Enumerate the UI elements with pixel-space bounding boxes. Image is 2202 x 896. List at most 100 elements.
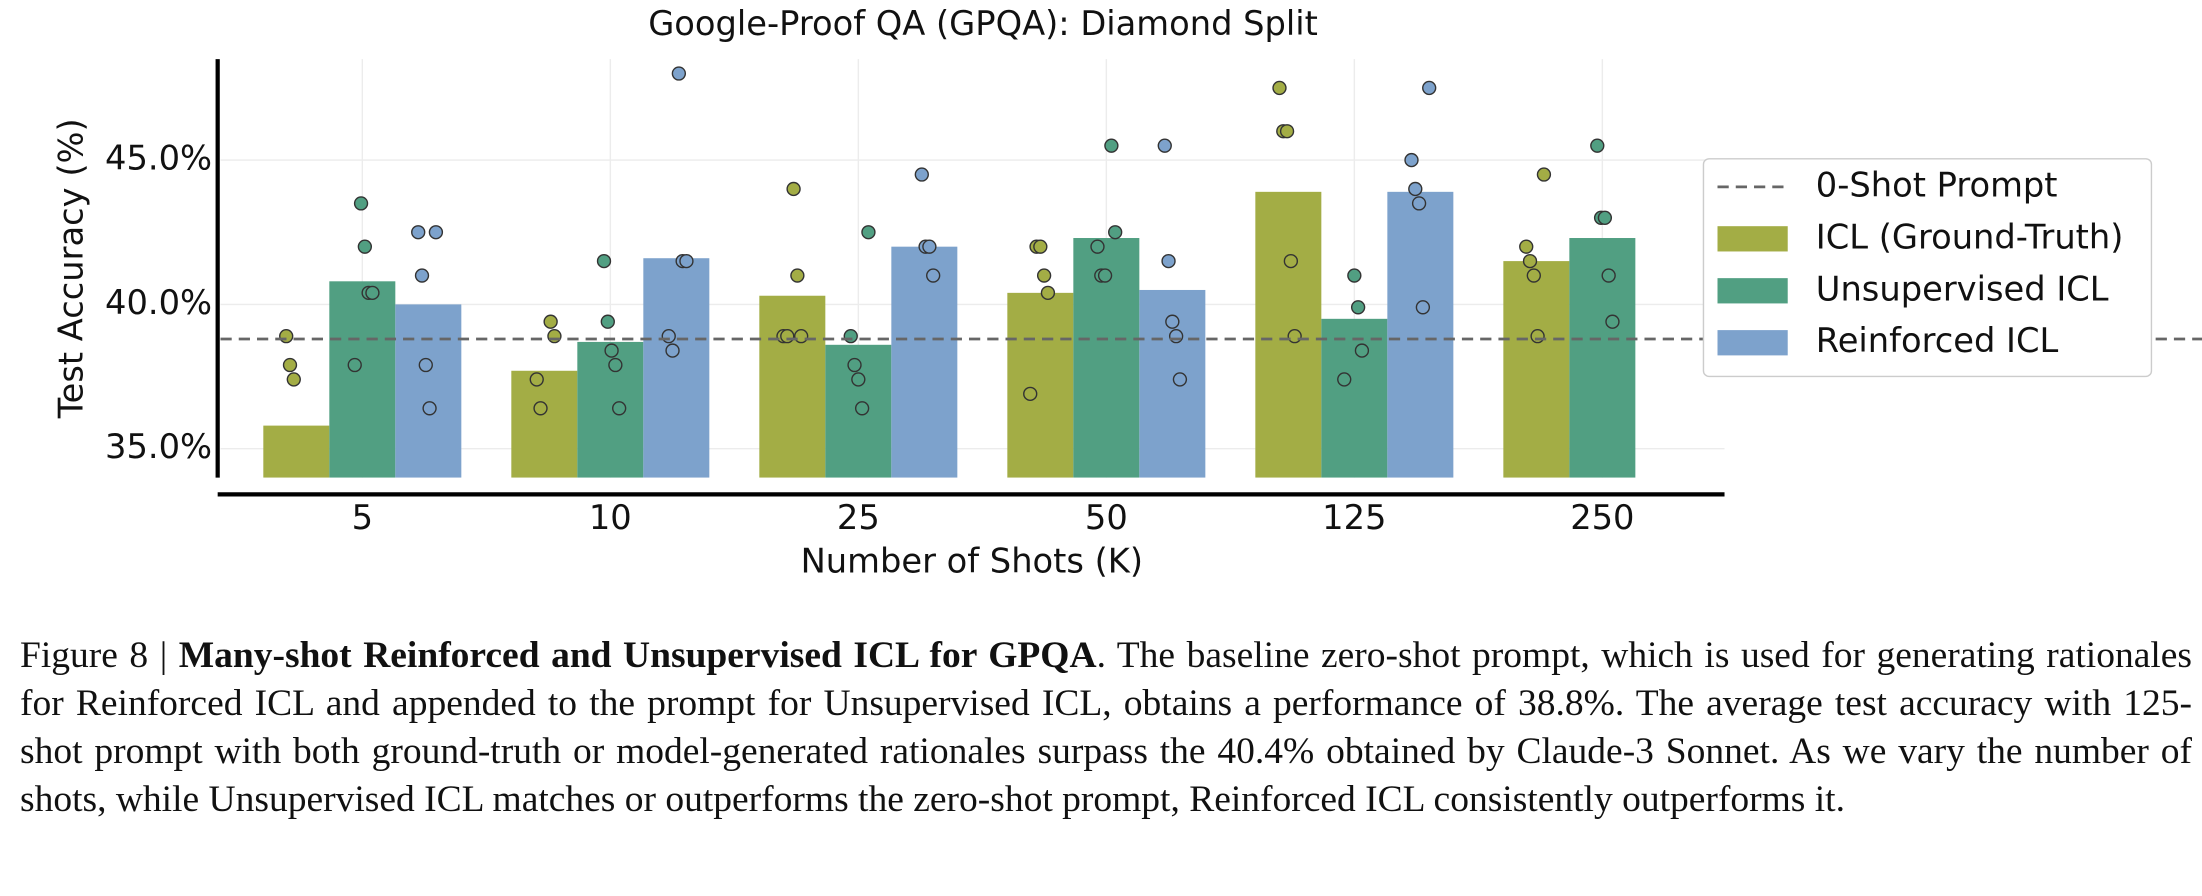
run-point bbox=[1404, 152, 1419, 168]
run-point bbox=[357, 239, 373, 254]
run-point bbox=[847, 357, 862, 373]
run-point bbox=[1411, 196, 1427, 211]
run-point bbox=[1597, 210, 1613, 225]
run-point bbox=[282, 357, 298, 373]
run-point bbox=[1287, 328, 1302, 344]
run-point bbox=[365, 285, 380, 301]
legend-box bbox=[1702, 158, 2153, 378]
legend-swatch bbox=[1717, 330, 1788, 356]
x-axis-label: Number of Shots (K) bbox=[801, 542, 1143, 581]
run-point bbox=[1601, 268, 1616, 283]
legend-label: Reinforced ICL bbox=[1816, 321, 2059, 360]
bar bbox=[395, 304, 462, 478]
run-point bbox=[1590, 138, 1605, 153]
x-tick-label: 25 bbox=[837, 498, 880, 537]
y-tick-label: 35.0% bbox=[105, 427, 212, 466]
run-point bbox=[422, 401, 437, 416]
run-point bbox=[926, 268, 941, 283]
x-tick-label: 5 bbox=[352, 498, 373, 537]
caption: Figure 8 | Many-shot Reinforced and Unsu… bbox=[20, 632, 2192, 824]
run-point bbox=[604, 343, 619, 358]
run-point bbox=[1337, 372, 1352, 387]
x-tick-label: 50 bbox=[1085, 498, 1128, 537]
run-point bbox=[411, 225, 426, 240]
run-point bbox=[286, 372, 301, 387]
run-point bbox=[1023, 386, 1038, 402]
chart: Google-Proof QA (GPQA): Diamond Split Nu… bbox=[52, 4, 2202, 581]
run-point bbox=[851, 372, 866, 387]
run-point bbox=[861, 225, 876, 240]
bar bbox=[891, 246, 958, 478]
run-point bbox=[679, 253, 694, 269]
run-point bbox=[533, 401, 548, 416]
run-point bbox=[608, 357, 623, 373]
legend-swatch bbox=[1717, 226, 1788, 252]
run-point bbox=[529, 372, 544, 387]
run-point bbox=[1408, 181, 1423, 197]
bar bbox=[759, 295, 826, 478]
run-point bbox=[1104, 138, 1119, 153]
run-point bbox=[780, 328, 795, 344]
run-point bbox=[1036, 268, 1052, 283]
run-point bbox=[1522, 253, 1538, 269]
caption-text: . The baseline zero-shot prompt, which i… bbox=[20, 635, 2193, 820]
run-point bbox=[1354, 343, 1370, 358]
caption-label: Figure 8 | bbox=[20, 635, 168, 676]
bar bbox=[643, 258, 710, 478]
run-point bbox=[1530, 328, 1545, 344]
run-point bbox=[1165, 314, 1180, 329]
run-point bbox=[1172, 372, 1188, 387]
run-point bbox=[1272, 80, 1287, 96]
bar bbox=[263, 425, 330, 478]
run-point bbox=[1526, 268, 1541, 283]
run-point bbox=[1536, 167, 1552, 182]
bar bbox=[1321, 318, 1388, 478]
legend-label: Unsupervised ICL bbox=[1816, 269, 2109, 308]
run-point bbox=[600, 314, 615, 329]
run-point bbox=[1415, 300, 1431, 315]
bar bbox=[1007, 292, 1074, 478]
run-point bbox=[1157, 138, 1172, 153]
run-point bbox=[661, 328, 676, 344]
run-point bbox=[922, 239, 937, 254]
run-point bbox=[428, 225, 444, 240]
run-point bbox=[353, 196, 369, 211]
run-point bbox=[914, 167, 929, 182]
x-tick-label: 10 bbox=[589, 498, 632, 537]
run-point bbox=[843, 328, 858, 344]
run-point bbox=[671, 66, 687, 81]
bar bbox=[511, 370, 578, 478]
run-point bbox=[1350, 300, 1366, 315]
run-point bbox=[1040, 285, 1056, 301]
run-point bbox=[1161, 253, 1176, 269]
bar bbox=[1387, 191, 1454, 478]
run-point bbox=[612, 401, 627, 416]
run-point bbox=[543, 314, 558, 329]
run-point bbox=[1519, 239, 1534, 254]
run-point bbox=[1090, 239, 1105, 254]
run-point bbox=[414, 268, 430, 283]
run-point bbox=[596, 253, 612, 269]
run-point bbox=[279, 328, 294, 344]
run-point bbox=[1168, 328, 1184, 344]
bar bbox=[1503, 261, 1570, 478]
run-point bbox=[1283, 253, 1299, 269]
run-point bbox=[1108, 225, 1123, 240]
y-axis-label: Test Accuracy (%) bbox=[52, 118, 91, 419]
run-point bbox=[790, 268, 805, 283]
run-point bbox=[347, 357, 362, 373]
run-point bbox=[1422, 80, 1437, 96]
run-point bbox=[1347, 268, 1362, 283]
run-point bbox=[1279, 124, 1295, 139]
run-point bbox=[1605, 314, 1620, 329]
y-tick-label: 45.0% bbox=[105, 139, 212, 178]
bar bbox=[329, 281, 396, 478]
x-tick-label: 125 bbox=[1322, 498, 1386, 537]
run-point bbox=[854, 401, 870, 416]
run-point bbox=[794, 328, 809, 344]
run-point bbox=[1097, 268, 1113, 283]
legend-label: ICL (Ground-Truth) bbox=[1816, 217, 2124, 256]
legend-swatch bbox=[1717, 278, 1788, 304]
x-tick-label: 250 bbox=[1570, 498, 1634, 537]
